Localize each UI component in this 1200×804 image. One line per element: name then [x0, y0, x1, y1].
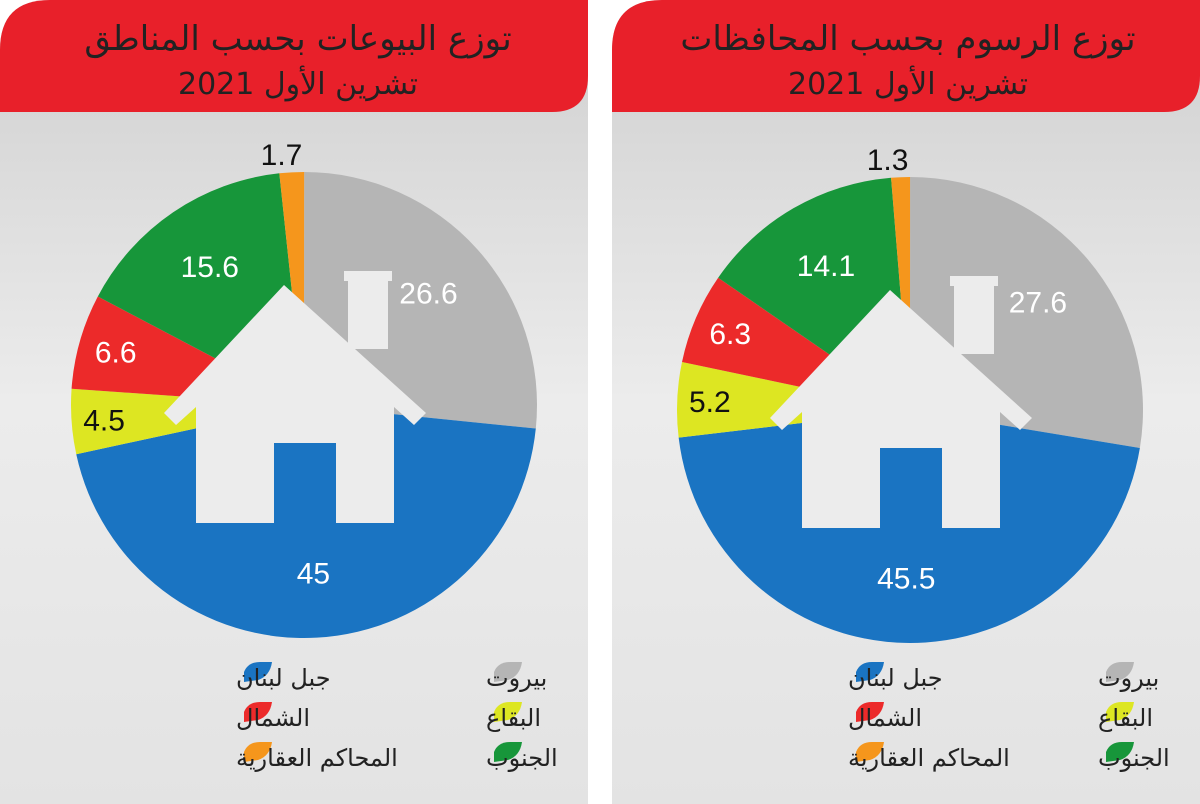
- value-label-courts: 1.7: [261, 139, 303, 172]
- legend-item-beirut: بيروت: [486, 662, 547, 692]
- value-label-south: 14.1: [797, 250, 855, 283]
- chart-title-line1: توزع البيوعات بحسب المناطق: [84, 19, 511, 59]
- house-icon: [164, 271, 426, 523]
- legend-swatch-north: [856, 702, 884, 722]
- pie-slice-mount_lebanon: [678, 410, 1140, 643]
- fees-by-governorate-panel: توزع الرسوم بحسب المحافظات تشرين الأول 2…: [612, 0, 1200, 804]
- house-chimney: [348, 277, 388, 349]
- legend-label-mount_lebanon: جبل لبنان: [848, 664, 943, 692]
- legend-item-north: الشمال: [848, 702, 922, 732]
- legend-label-beirut: بيروت: [486, 664, 547, 692]
- value-label-beirut: 27.6: [1009, 287, 1067, 320]
- house-chimney: [954, 282, 994, 354]
- value-label-beirut: 26.6: [399, 278, 457, 311]
- value-label-north: 6.3: [709, 318, 751, 351]
- legend-item-bekaa: البقاع: [1098, 702, 1153, 732]
- sales-by-region-panel: توزع البيوعات بحسب المناطق تشرين الأول 2…: [0, 0, 588, 804]
- legend-item-mount_lebanon: جبل لبنان: [236, 662, 331, 692]
- legend-swatch-bekaa: [1106, 702, 1134, 722]
- legend-item-beirut: بيروت: [1098, 662, 1159, 692]
- legend-item-bekaa: البقاع: [486, 702, 541, 732]
- legend-item-courts: المحاكم العقارية: [848, 742, 1010, 772]
- legend-swatch-south: [494, 742, 522, 762]
- legend-item-north: الشمال: [236, 702, 310, 732]
- sales-chart-svg: توزع البيوعات بحسب المناطق تشرين الأول 2…: [0, 0, 588, 804]
- legend: بيروت جبل لبنان البقاع الشمال الجنوب المحاكم …: [236, 662, 558, 772]
- legend-swatch-bekaa: [494, 702, 522, 722]
- legend-label-beirut: بيروت: [1098, 664, 1159, 692]
- house-body: [164, 285, 426, 523]
- legend-label-north: الشمال: [236, 704, 310, 732]
- legend-swatch-south: [1106, 742, 1134, 762]
- legend-swatch-beirut: [1106, 662, 1134, 682]
- value-label-south: 15.6: [181, 251, 239, 284]
- legend-swatch-courts: [244, 742, 272, 762]
- legend-label-mount_lebanon: جبل لبنان: [236, 664, 331, 692]
- legend-swatch-courts: [856, 742, 884, 762]
- chart-title-line2: تشرين الأول 2021: [788, 64, 1028, 102]
- value-label-mount_lebanon: 45: [297, 558, 330, 591]
- legend-swatch-mount_lebanon: [856, 662, 884, 682]
- value-label-bekaa: 4.5: [83, 404, 125, 437]
- legend: بيروت جبل لبنان البقاع الشمال الجنوب المحاكم …: [848, 662, 1170, 772]
- header-band: [612, 0, 1200, 112]
- house-chimney-cap: [950, 276, 998, 286]
- legend-swatch-north: [244, 702, 272, 722]
- legend-label-bekaa: البقاع: [486, 704, 541, 732]
- value-label-courts: 1.3: [867, 144, 909, 177]
- chart-title-line2: تشرين الأول 2021: [178, 64, 418, 102]
- fees-chart-svg: توزع الرسوم بحسب المحافظات تشرين الأول 2…: [612, 0, 1200, 804]
- house-icon: [770, 276, 1032, 528]
- house-body: [770, 290, 1032, 528]
- chart-title-line1: توزع الرسوم بحسب المحافظات: [680, 19, 1135, 59]
- pie-slice-mount_lebanon: [76, 405, 536, 639]
- legend-swatch-beirut: [494, 662, 522, 682]
- value-label-bekaa: 5.2: [689, 386, 731, 419]
- legend-item-south: الجنوب: [486, 742, 558, 772]
- legend-label-courts: المحاكم العقارية: [848, 744, 1010, 772]
- legend-item-courts: المحاكم العقارية: [236, 742, 398, 772]
- header-band: [0, 0, 588, 112]
- legend-label-bekaa: البقاع: [1098, 704, 1153, 732]
- value-label-north: 6.6: [95, 336, 137, 369]
- house-chimney-cap: [344, 271, 392, 281]
- legend-label-south: الجنوب: [1098, 744, 1170, 772]
- legend-label-south: الجنوب: [486, 744, 558, 772]
- legend-label-north: الشمال: [848, 704, 922, 732]
- legend-item-mount_lebanon: جبل لبنان: [848, 662, 943, 692]
- legend-item-south: الجنوب: [1098, 742, 1170, 772]
- legend-swatch-mount_lebanon: [244, 662, 272, 682]
- value-label-mount_lebanon: 45.5: [877, 563, 935, 596]
- legend-label-courts: المحاكم العقارية: [236, 744, 398, 772]
